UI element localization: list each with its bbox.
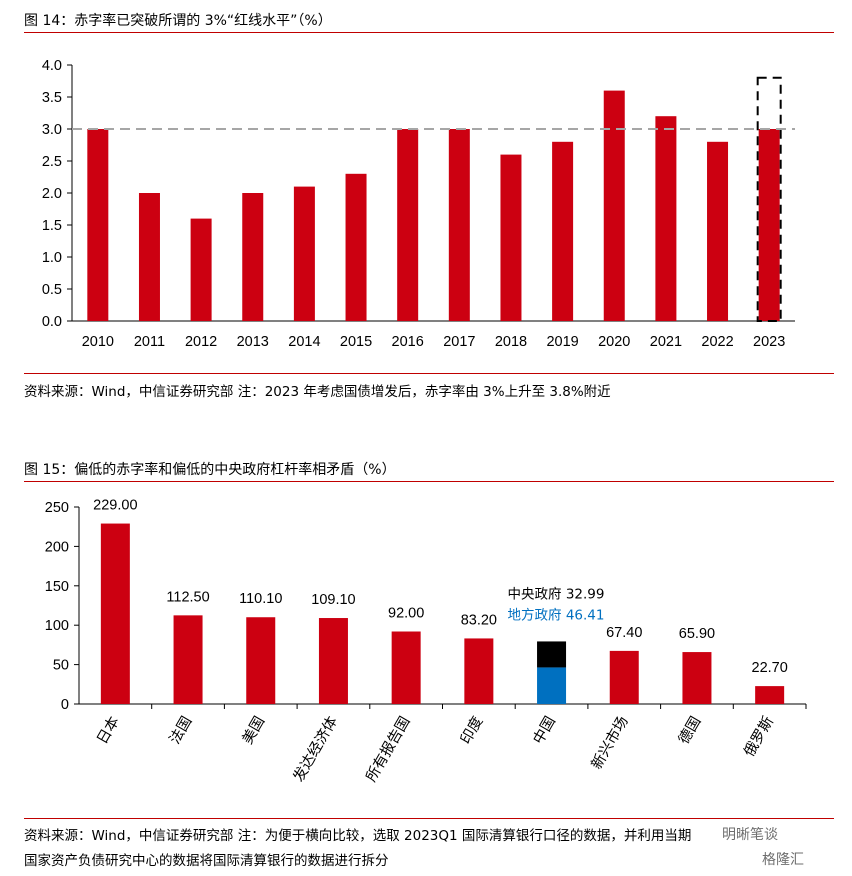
x-category-label: 德国 bbox=[675, 714, 704, 748]
x-category-label: 新兴市场 bbox=[588, 714, 632, 773]
bar-2020 bbox=[603, 90, 625, 321]
x-tick-label: 2014 bbox=[288, 334, 320, 350]
bar-发达经济体 bbox=[318, 618, 348, 704]
annotation-local-govt: 地方政府 46.41 bbox=[508, 607, 605, 623]
highlight-2023-dashed-box bbox=[756, 76, 782, 322]
y-tick-label: 2.0 bbox=[42, 186, 62, 202]
figure-14-bottom-rule bbox=[24, 373, 834, 374]
x-category-label: 所有报告国 bbox=[363, 714, 414, 785]
data-label: 109.10 bbox=[311, 592, 355, 608]
y-tick-label: 1.5 bbox=[42, 218, 62, 234]
x-category-label: 印度 bbox=[457, 714, 486, 748]
bar-德国 bbox=[682, 652, 712, 704]
bar-2012 bbox=[190, 218, 212, 321]
bar-2022 bbox=[707, 141, 729, 321]
watermark-line2: 格隆汇 bbox=[762, 852, 804, 868]
x-tick-label: 2017 bbox=[443, 334, 475, 350]
y-tick-label: 3.5 bbox=[42, 90, 62, 106]
bar-2016 bbox=[397, 129, 419, 321]
x-category-label: 日本 bbox=[94, 714, 123, 748]
x-tick-label: 2015 bbox=[340, 334, 372, 350]
figure-15-source-note-line1: 资料来源：Wind，中信证券研究部 注：为便于横向比较，选取 2023Q1 国际… bbox=[24, 828, 692, 844]
annotation-central-govt: 中央政府 32.99 bbox=[508, 586, 605, 602]
bar-2019 bbox=[552, 141, 574, 321]
data-label: 67.40 bbox=[606, 625, 642, 641]
x-tick-label: 2016 bbox=[392, 334, 424, 350]
figure-14-source-note: 资料来源：Wind，中信证券研究部 注：2023 年考虑国债增发后，赤字率由 3… bbox=[24, 384, 611, 400]
x-tick-label: 2021 bbox=[650, 334, 682, 350]
y-tick-label: 250 bbox=[45, 500, 69, 516]
data-label: 92.00 bbox=[388, 606, 424, 622]
bar-2010 bbox=[87, 129, 109, 321]
bar-法国 bbox=[173, 615, 203, 704]
x-tick-label: 2013 bbox=[237, 334, 269, 350]
x-category-label: 中国 bbox=[530, 714, 559, 748]
y-tick-label: 0.5 bbox=[42, 282, 62, 298]
bar-俄罗斯 bbox=[755, 686, 785, 704]
bar-2017 bbox=[448, 129, 470, 321]
figure-15-top-rule bbox=[24, 481, 834, 482]
y-tick-label: 3.0 bbox=[42, 122, 62, 138]
bar-2015 bbox=[345, 173, 367, 321]
bar-2021 bbox=[655, 116, 677, 321]
x-tick-label: 2018 bbox=[495, 334, 527, 350]
deficit-rate-bar-chart: 0.0 0.5 1.0 1.5 2.0 2.5 3.0 3.5 4.0 2010 2011 2012 2… bbox=[42, 58, 795, 350]
figure-15-source-note-line2: 国家资产负债研究中心的数据将国际清算银行的数据进行拆分 bbox=[24, 853, 389, 869]
bar-所有报告国 bbox=[391, 631, 421, 704]
bar-china-中央政府 bbox=[537, 641, 567, 668]
y-tick-label: 0.0 bbox=[42, 314, 62, 330]
data-label: 112.50 bbox=[166, 589, 209, 605]
y-tick-label: 100 bbox=[45, 618, 69, 634]
x-category-label: 法国 bbox=[166, 714, 195, 748]
y-tick-label: 0 bbox=[61, 697, 69, 713]
x-category-label: 美国 bbox=[239, 714, 268, 748]
x-category-label: 发达经济体 bbox=[290, 713, 341, 785]
bar-美国 bbox=[246, 617, 276, 704]
y-tick-label: 200 bbox=[45, 539, 69, 555]
data-label: 22.70 bbox=[752, 660, 788, 676]
bar-2023 bbox=[758, 129, 780, 321]
data-label: 65.90 bbox=[679, 626, 715, 642]
bar-2013 bbox=[242, 193, 264, 321]
figure-15-title: 图 15：偏低的赤字率和偏低的中央政府杠杆率相矛盾（%） bbox=[24, 462, 396, 478]
bar-2018 bbox=[500, 154, 522, 321]
x-tick-label: 2023 bbox=[753, 334, 785, 350]
figure-15-bottom-rule bbox=[24, 818, 834, 819]
y-tick-label: 2.5 bbox=[42, 154, 62, 170]
bar-2014 bbox=[293, 186, 315, 321]
bar-2011 bbox=[138, 193, 160, 321]
x-tick-label: 2010 bbox=[82, 334, 114, 350]
figure-14-title: 图 14：赤字率已突破所谓的 3%“红线水平”（%） bbox=[24, 13, 332, 29]
figure-14-top-rule bbox=[24, 32, 834, 33]
leverage-ratio-bar-chart: 0 50 100 150 200 250 229.00 日本 112.50 法国 110.10 美国 1… bbox=[45, 498, 807, 785]
x-tick-label: 2012 bbox=[185, 334, 217, 350]
y-tick-label: 50 bbox=[53, 658, 69, 674]
x-category-label: 俄罗斯 bbox=[741, 714, 777, 760]
bar-日本 bbox=[100, 523, 130, 704]
x-tick-label: 2011 bbox=[134, 334, 165, 350]
bar-印度 bbox=[464, 638, 494, 704]
data-label: 229.00 bbox=[93, 498, 137, 514]
bar-china-地方政府 bbox=[537, 667, 567, 704]
watermark-line1: 明晰笔谈 bbox=[722, 827, 778, 843]
data-label: 110.10 bbox=[239, 591, 282, 607]
x-tick-label: 2022 bbox=[701, 334, 733, 350]
y-tick-label: 150 bbox=[45, 579, 69, 595]
y-tick-label: 4.0 bbox=[42, 58, 62, 74]
data-label: 83.20 bbox=[461, 612, 497, 628]
y-tick-label: 1.0 bbox=[42, 250, 62, 266]
x-tick-label: 2020 bbox=[598, 334, 630, 350]
bar-新兴市场 bbox=[609, 650, 639, 704]
x-tick-label: 2019 bbox=[546, 334, 578, 350]
